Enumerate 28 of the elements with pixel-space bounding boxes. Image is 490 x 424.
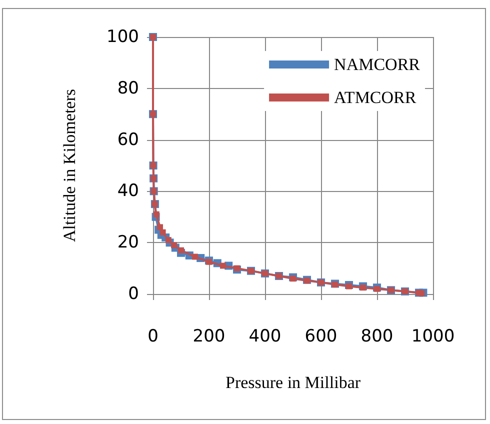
point: [192, 254, 198, 260]
x-tick-label: 0: [148, 326, 158, 346]
legend-label: ATMCORR: [334, 88, 417, 107]
y-tick-label: 0: [128, 284, 139, 304]
point: [418, 290, 425, 296]
x-axis-title: Pressure in Millibar: [225, 373, 361, 392]
y-tick-label: 60: [117, 130, 139, 150]
point: [290, 276, 296, 282]
y-tick-label: 80: [117, 78, 139, 98]
legend-label: NAMCORR: [334, 55, 421, 74]
x-tick-label: 800: [360, 326, 394, 346]
point: [153, 211, 160, 218]
x-tick-label: 400: [248, 326, 282, 346]
point: [160, 229, 166, 236]
point: [234, 265, 240, 272]
point: [157, 224, 163, 230]
point: [178, 247, 184, 254]
x-tick-label: 1000: [411, 326, 455, 346]
point: [165, 237, 172, 244]
x-tick-label: 600: [304, 326, 338, 346]
point: [171, 242, 177, 248]
y-tick-label: 100: [106, 27, 139, 47]
y-tick-label: 20: [117, 232, 139, 253]
x-tick-label: 200: [192, 326, 226, 346]
y-tick-label: 40: [117, 181, 139, 202]
y-axis-title: Altitude in Kilometers: [60, 89, 79, 242]
point: [360, 284, 366, 291]
point: [220, 262, 226, 269]
